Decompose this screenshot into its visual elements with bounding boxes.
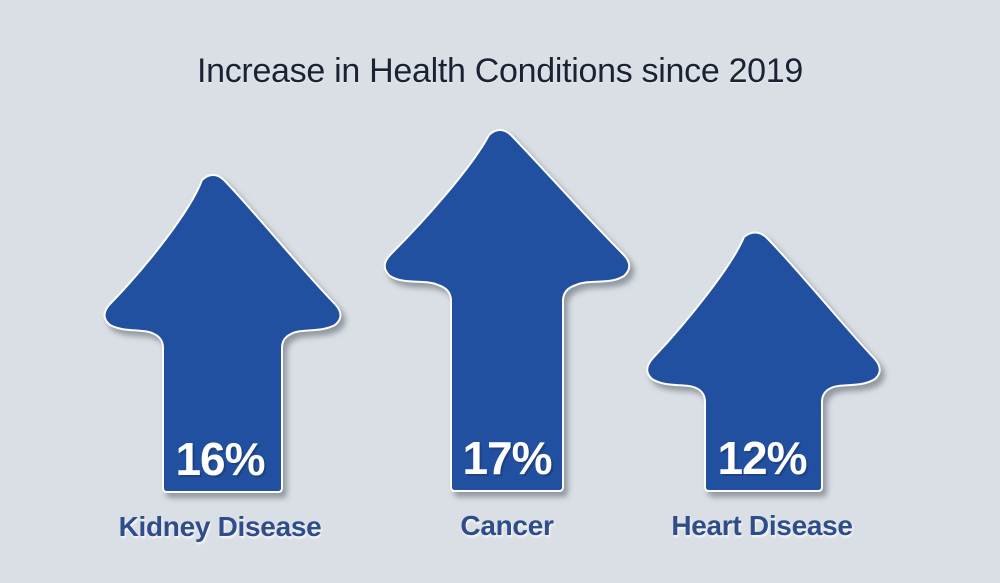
value-label: 17% [462, 432, 552, 484]
up-arrow-icon [646, 231, 881, 492]
chart-title: Increase in Health Conditions since 2019 [196, 52, 804, 90]
arrow-figure-kidney-disease: 16% Kidney Disease [95, 170, 345, 542]
category-label: Cancer [460, 510, 554, 541]
arrow-figure-heart-disease: 12% Heart Disease [640, 228, 884, 541]
category-label: Heart Disease [671, 510, 853, 541]
value-label: 16% [175, 433, 265, 485]
category-label: Kidney Disease [118, 511, 322, 542]
up-arrow-icon [383, 129, 631, 492]
value-label: 12% [717, 432, 807, 484]
arrow-figure-cancer: 17% Cancer [380, 125, 634, 541]
up-arrow-icon [103, 174, 342, 493]
